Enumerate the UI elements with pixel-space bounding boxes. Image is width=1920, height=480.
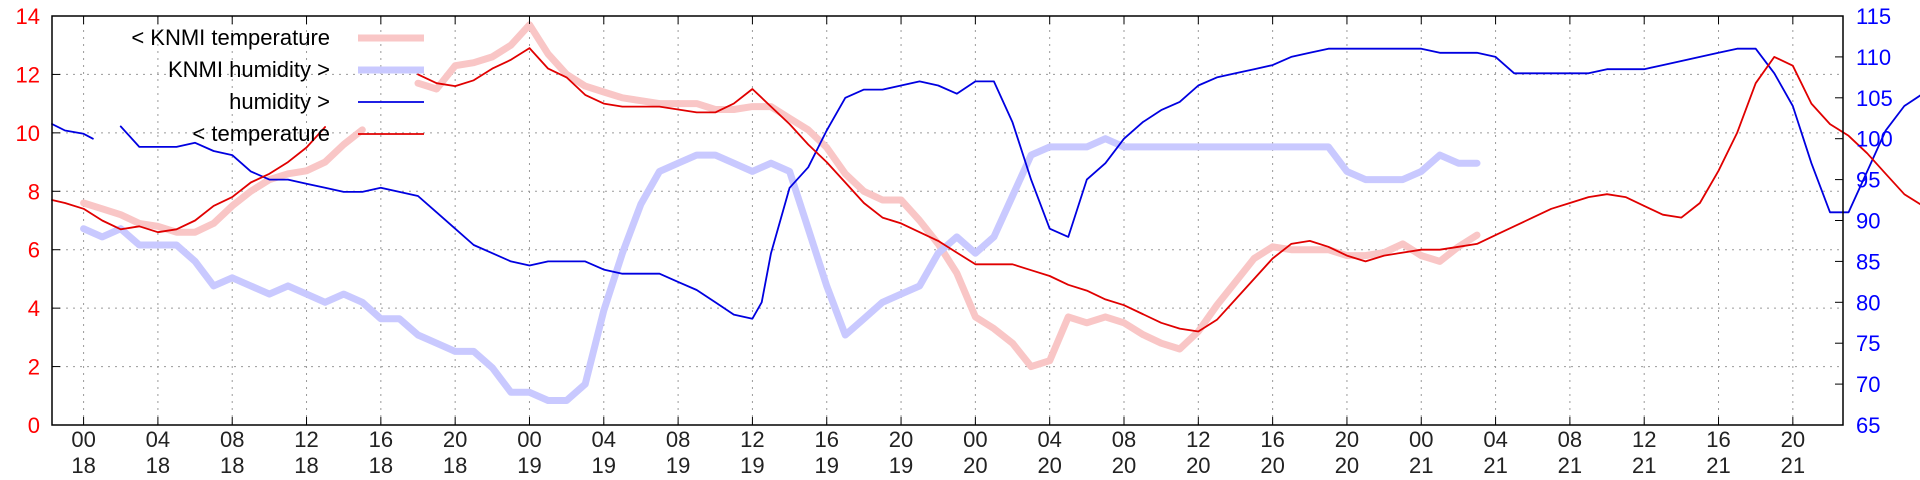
series-layer bbox=[51, 21, 1920, 404]
y2-tick-label: 95 bbox=[1856, 168, 1880, 193]
legend-label-humidity: humidity > bbox=[229, 89, 330, 114]
x-tick-day: 21 bbox=[1483, 453, 1507, 478]
x-tick-hour: 08 bbox=[666, 427, 690, 452]
x-tick-hour: 04 bbox=[592, 427, 616, 452]
legend-label-knmi_temperature: < KNMI temperature bbox=[131, 25, 330, 50]
y2-tick-label: 80 bbox=[1856, 290, 1880, 315]
x-tick-hour: 20 bbox=[1335, 427, 1359, 452]
y2-tick-label: 85 bbox=[1856, 249, 1880, 274]
x-tick-hour: 12 bbox=[740, 427, 764, 452]
x-tick-day: 20 bbox=[1335, 453, 1359, 478]
x-tick-hour: 00 bbox=[963, 427, 987, 452]
series-line-knmi_temperature bbox=[80, 126, 366, 236]
series-line-knmi_temperature bbox=[414, 21, 1481, 371]
y2-tick-label: 75 bbox=[1856, 331, 1880, 356]
x-tick-hour: 16 bbox=[1260, 427, 1284, 452]
x-tick-day: 20 bbox=[1186, 453, 1210, 478]
x-tick-hour: 04 bbox=[1037, 427, 1061, 452]
grid-layer bbox=[52, 16, 1843, 425]
x-tick-hour: 16 bbox=[814, 427, 838, 452]
y-tick-label: 0 bbox=[28, 413, 40, 438]
y2-tick-label: 110 bbox=[1856, 45, 1891, 70]
y2-tick-label: 115 bbox=[1856, 4, 1891, 29]
x-tick-day: 18 bbox=[71, 453, 95, 478]
x-tick-day: 19 bbox=[592, 453, 616, 478]
legend: < KNMI temperature KNMI humidity > humidit… bbox=[131, 25, 424, 146]
x-tick-hour: 12 bbox=[294, 427, 318, 452]
x-tick-hour: 20 bbox=[889, 427, 913, 452]
x-tick-hour: 00 bbox=[1409, 427, 1433, 452]
x-tick-day: 20 bbox=[1037, 453, 1061, 478]
x-tick-hour: 20 bbox=[1781, 427, 1805, 452]
x-tick-day: 21 bbox=[1632, 453, 1656, 478]
y2-tick-label: 100 bbox=[1856, 127, 1893, 152]
x-tick-day: 19 bbox=[814, 453, 838, 478]
x-tick-day: 21 bbox=[1706, 453, 1730, 478]
series-knmi_temperature bbox=[80, 21, 1481, 371]
legend-label-temperature: < temperature bbox=[192, 121, 330, 146]
y-tick-label: 8 bbox=[28, 179, 40, 204]
y-tick-label: 10 bbox=[16, 121, 40, 146]
x-tick-day: 18 bbox=[369, 453, 393, 478]
x-tick-day: 19 bbox=[889, 453, 913, 478]
x-tick-hour: 16 bbox=[1706, 427, 1730, 452]
x-tick-day: 18 bbox=[294, 453, 318, 478]
x-tick-hour: 20 bbox=[443, 427, 467, 452]
x-tick-day: 18 bbox=[220, 453, 244, 478]
x-tick-day: 19 bbox=[517, 453, 541, 478]
y2-tick-label: 70 bbox=[1856, 372, 1880, 397]
x-tick-day: 18 bbox=[443, 453, 467, 478]
x-tick-day: 20 bbox=[1260, 453, 1284, 478]
x-tick-day: 20 bbox=[1112, 453, 1136, 478]
y-tick-label: 4 bbox=[28, 296, 40, 321]
x-tick-hour: 00 bbox=[71, 427, 95, 452]
legend-label-knmi_humidity: KNMI humidity > bbox=[168, 57, 330, 82]
y-tick-label: 6 bbox=[28, 238, 40, 263]
y-tick-label: 14 bbox=[16, 4, 40, 29]
x-tick-day: 21 bbox=[1781, 453, 1805, 478]
series-line-humidity bbox=[51, 123, 94, 140]
x-tick-day: 18 bbox=[146, 453, 170, 478]
x-tick-day: 21 bbox=[1558, 453, 1582, 478]
y-tick-label: 12 bbox=[16, 62, 40, 87]
y-tick-label: 2 bbox=[28, 355, 40, 380]
x-tick-hour: 04 bbox=[1483, 427, 1507, 452]
x-tick-hour: 08 bbox=[1558, 427, 1582, 452]
x-tick-hour: 08 bbox=[220, 427, 244, 452]
x-tick-hour: 16 bbox=[369, 427, 393, 452]
series-humidity bbox=[51, 47, 1920, 320]
x-tick-hour: 12 bbox=[1632, 427, 1656, 452]
x-tick-day: 21 bbox=[1409, 453, 1433, 478]
x-tick-hour: 04 bbox=[146, 427, 170, 452]
x-tick-hour: 08 bbox=[1112, 427, 1136, 452]
series-temperature bbox=[51, 47, 1920, 333]
x-tick-hour: 12 bbox=[1186, 427, 1210, 452]
series-line-temperature bbox=[417, 47, 1920, 333]
y2-tick-label: 90 bbox=[1856, 209, 1880, 234]
axis-layer: 0018041808181218161820180019041908191219… bbox=[16, 4, 1893, 478]
x-tick-day: 19 bbox=[666, 453, 690, 478]
series-line-humidity bbox=[119, 47, 1920, 320]
series-line-temperature bbox=[51, 126, 326, 234]
series-knmi_humidity bbox=[80, 135, 1481, 404]
x-tick-day: 20 bbox=[963, 453, 987, 478]
x-tick-hour: 00 bbox=[517, 427, 541, 452]
y2-tick-label: 105 bbox=[1856, 86, 1893, 111]
y2-tick-label: 65 bbox=[1856, 413, 1880, 438]
series-line-knmi_humidity bbox=[80, 135, 1481, 404]
x-tick-day: 19 bbox=[740, 453, 764, 478]
